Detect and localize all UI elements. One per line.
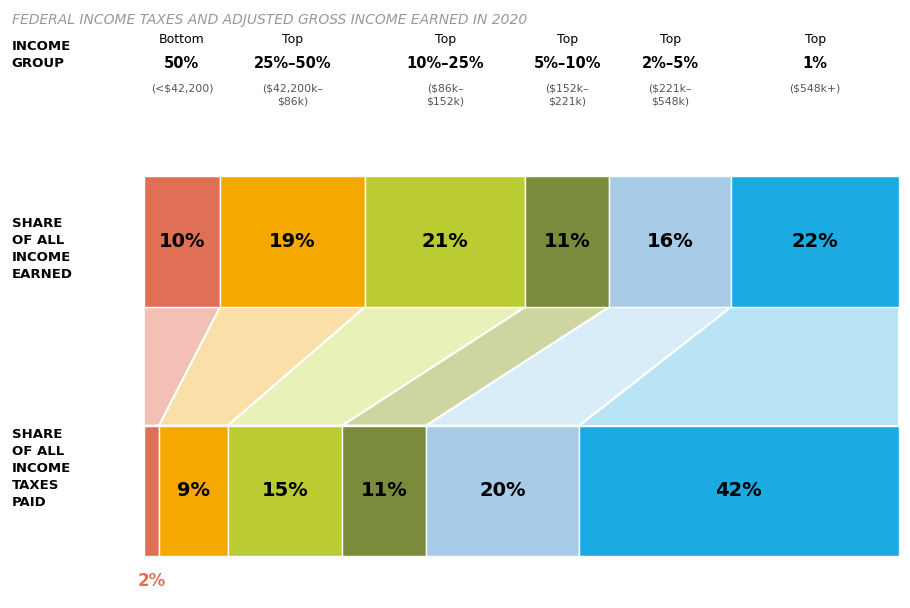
Bar xyxy=(609,176,732,307)
Text: 22%: 22% xyxy=(792,232,838,251)
Bar xyxy=(144,176,220,307)
Text: 9%: 9% xyxy=(177,482,210,500)
Polygon shape xyxy=(228,307,525,426)
Text: ($86k–
$152k): ($86k– $152k) xyxy=(426,84,464,106)
Bar xyxy=(144,426,159,556)
Bar xyxy=(342,426,426,556)
Bar xyxy=(525,176,609,307)
Text: 15%: 15% xyxy=(261,482,308,500)
Text: 42%: 42% xyxy=(715,482,763,500)
Text: SHARE
OF ALL
INCOME
TAXES
PAID: SHARE OF ALL INCOME TAXES PAID xyxy=(12,427,71,509)
Text: 19%: 19% xyxy=(269,232,316,251)
Text: 21%: 21% xyxy=(421,232,469,251)
Text: 50%: 50% xyxy=(165,56,199,71)
Text: 2%: 2% xyxy=(137,572,166,590)
Text: INCOME
GROUP: INCOME GROUP xyxy=(12,40,71,69)
Text: Top: Top xyxy=(282,33,303,46)
Bar xyxy=(228,426,342,556)
Polygon shape xyxy=(579,307,899,426)
Polygon shape xyxy=(144,307,220,426)
Text: ($152k–
$221k): ($152k– $221k) xyxy=(545,84,589,106)
Text: 11%: 11% xyxy=(360,482,408,500)
Polygon shape xyxy=(342,307,609,426)
Bar xyxy=(220,176,365,307)
Text: FEDERAL INCOME TAXES AND ADJUSTED GROSS INCOME EARNED IN 2020: FEDERAL INCOME TAXES AND ADJUSTED GROSS … xyxy=(12,13,527,27)
Text: Top: Top xyxy=(557,33,578,46)
Text: ($42,200k–
$86k): ($42,200k– $86k) xyxy=(262,84,323,106)
Text: SHARE
OF ALL
INCOME
EARNED: SHARE OF ALL INCOME EARNED xyxy=(12,217,73,282)
Text: ($548k+): ($548k+) xyxy=(790,84,841,94)
Text: 20%: 20% xyxy=(479,482,526,500)
Bar xyxy=(426,426,579,556)
Text: 5%–10%: 5%–10% xyxy=(533,56,601,71)
Bar xyxy=(579,426,899,556)
Text: Bottom: Bottom xyxy=(159,33,205,46)
Bar xyxy=(732,176,899,307)
Text: 16%: 16% xyxy=(647,232,693,251)
Text: 10%–25%: 10%–25% xyxy=(407,56,484,71)
Text: Top: Top xyxy=(804,33,825,46)
Bar xyxy=(159,426,228,556)
Bar xyxy=(365,176,525,307)
Text: (<$42,200): (<$42,200) xyxy=(151,84,213,94)
Text: ($221k–
$548k): ($221k– $548k) xyxy=(649,84,692,106)
Text: 10%: 10% xyxy=(158,232,205,251)
Text: 25%–50%: 25%–50% xyxy=(254,56,331,71)
Text: Top: Top xyxy=(435,33,456,46)
Text: 11%: 11% xyxy=(544,232,591,251)
Polygon shape xyxy=(159,307,365,426)
Text: Top: Top xyxy=(660,33,681,46)
Text: 1%: 1% xyxy=(803,56,828,71)
Text: 2%–5%: 2%–5% xyxy=(642,56,699,71)
Polygon shape xyxy=(426,307,732,426)
